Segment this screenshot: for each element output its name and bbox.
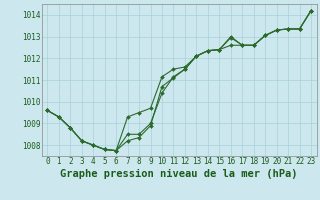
X-axis label: Graphe pression niveau de la mer (hPa): Graphe pression niveau de la mer (hPa) (60, 169, 298, 179)
